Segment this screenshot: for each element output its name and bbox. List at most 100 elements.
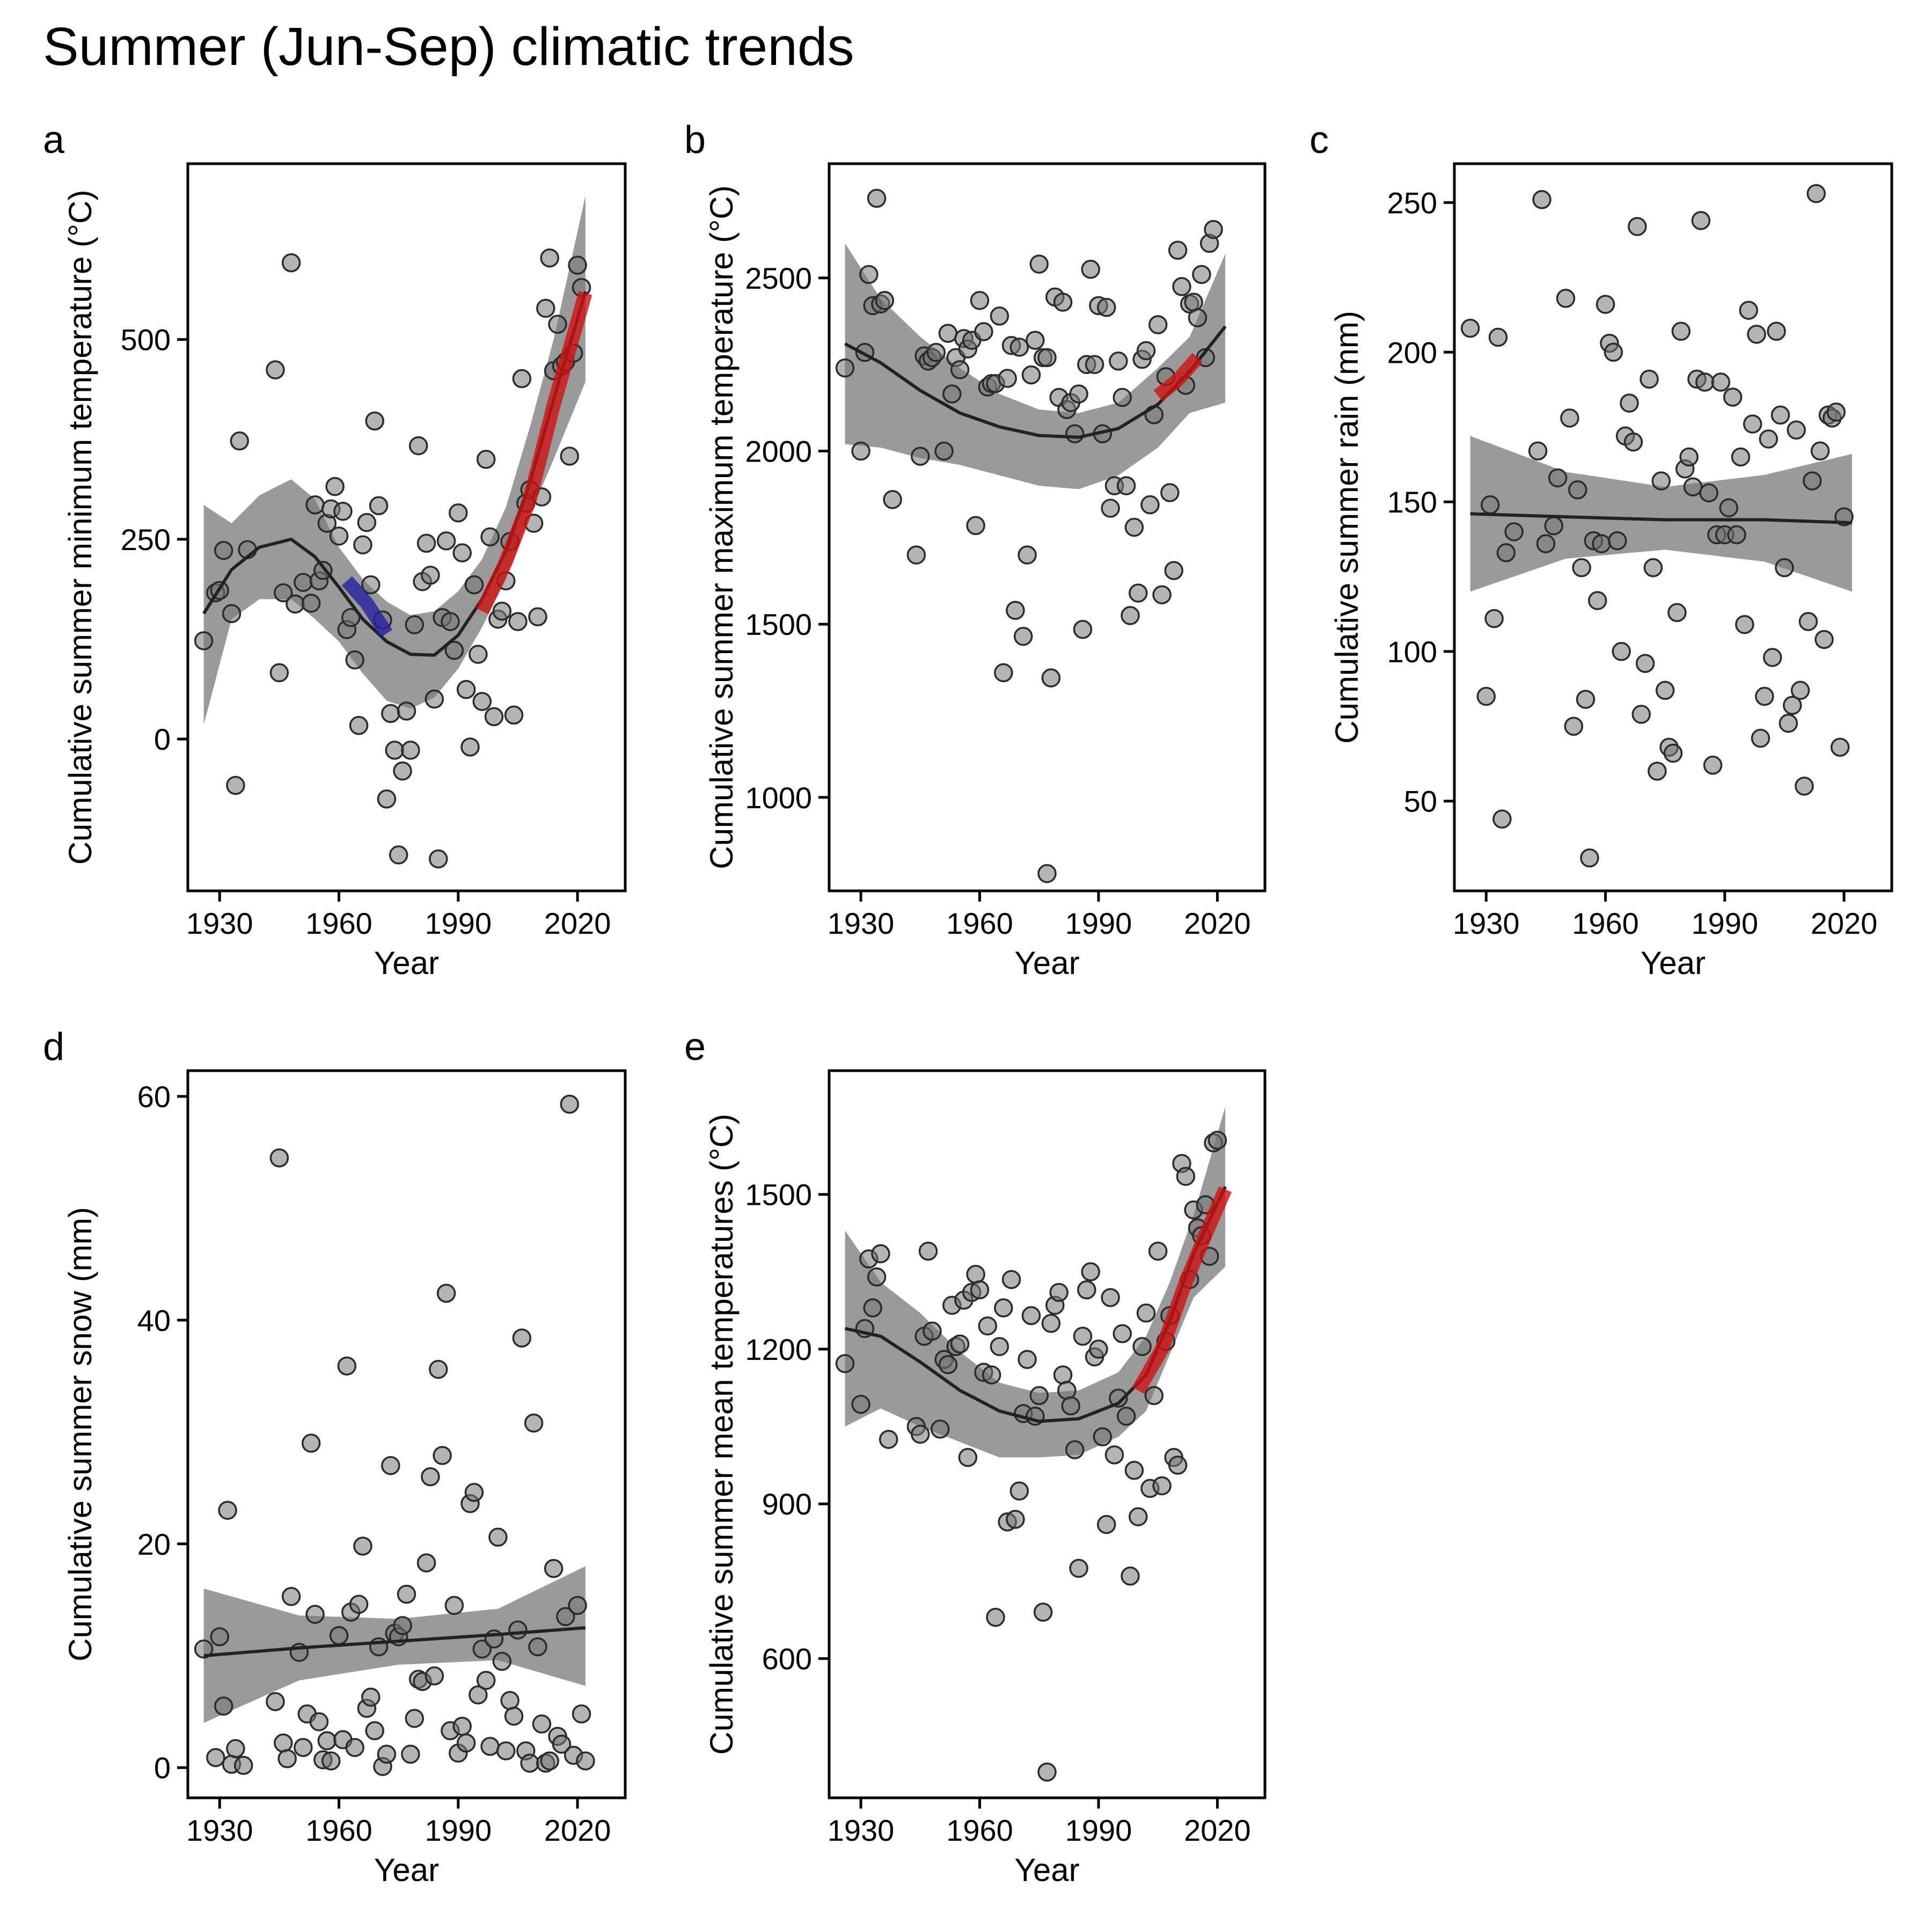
data-point: [994, 663, 1013, 683]
data-point: [1770, 405, 1790, 425]
data-point: [1033, 1602, 1053, 1622]
data-point: [1057, 1381, 1077, 1400]
data-point: [1069, 384, 1088, 404]
data-point: [930, 1419, 950, 1439]
x-axis-label: Year: [1014, 945, 1079, 981]
data-point: [1651, 471, 1671, 491]
data-point: [408, 436, 428, 456]
data-point: [441, 612, 460, 631]
data-point: [950, 360, 970, 379]
data-point: [281, 253, 301, 273]
data-point: [305, 495, 325, 515]
data-point: [233, 1755, 253, 1775]
data-point: [1691, 211, 1711, 230]
panel-letter: c: [1309, 119, 1329, 162]
data-point: [401, 1744, 420, 1764]
data-point: [353, 1536, 372, 1556]
significant-trend-segment: [341, 576, 393, 638]
data-point: [958, 1447, 978, 1467]
data-point: [377, 789, 397, 809]
x-tick-label: 1990: [1692, 906, 1759, 940]
y-tick-label: 50: [1404, 785, 1437, 818]
data-point: [277, 1749, 297, 1768]
data-point: [274, 1733, 293, 1753]
data-point: [1667, 603, 1687, 623]
data-point: [851, 441, 870, 461]
data-point: [1699, 483, 1718, 503]
trend-line: [1470, 512, 1853, 525]
data-point: [982, 1365, 1001, 1385]
data-point: [1775, 558, 1794, 577]
data-point: [286, 594, 305, 614]
data-point: [1623, 432, 1643, 452]
x-tick-label: 2020: [1184, 906, 1251, 940]
data-point: [938, 324, 958, 343]
data-point: [492, 602, 512, 621]
data-point: [496, 1741, 516, 1761]
data-point: [1101, 1288, 1120, 1307]
x-axis-label: Year: [1641, 945, 1706, 981]
data-point: [1192, 265, 1211, 284]
data-point: [449, 503, 468, 523]
data-point: [1480, 495, 1500, 515]
data-point: [1081, 260, 1100, 279]
y-axis-label: Cumulative summer rain (mm): [1329, 311, 1365, 744]
data-point: [859, 265, 879, 284]
data-point: [345, 1738, 364, 1757]
data-point: [998, 369, 1017, 388]
data-point: [464, 575, 484, 595]
data-point: [274, 583, 293, 603]
data-point: [1587, 591, 1607, 610]
data-point: [926, 342, 946, 362]
data-point: [309, 1712, 329, 1731]
data-point: [1747, 325, 1766, 344]
data-point: [867, 188, 887, 208]
data-point: [425, 1666, 444, 1686]
data-point: [1723, 387, 1743, 407]
data-point: [1061, 1396, 1081, 1416]
data-point: [436, 531, 456, 551]
data-point: [1731, 447, 1751, 467]
data-point: [1121, 1567, 1140, 1586]
data-point: [397, 701, 416, 721]
data-point: [1476, 686, 1496, 706]
data-point: [361, 1687, 380, 1707]
x-tick-label: 1990: [425, 906, 492, 940]
data-point: [405, 1709, 425, 1728]
data-point: [1814, 630, 1834, 649]
data-point: [1528, 441, 1548, 461]
data-point: [970, 1280, 990, 1300]
plot-area: [835, 1107, 1232, 1782]
data-point: [942, 384, 962, 404]
panel-c: 1930 1960 1990 2020 50 100 150 200 250 Year Cumula…: [1309, 119, 1893, 981]
data-point: [1762, 648, 1782, 667]
data-point: [325, 477, 345, 496]
data-point: [416, 1553, 436, 1572]
data-point: [871, 1244, 890, 1263]
data-point: [377, 1744, 397, 1764]
data-point: [528, 607, 547, 627]
data-point: [452, 1716, 472, 1736]
x-tick-label: 2020: [1811, 906, 1878, 940]
y-tick-label: 500: [121, 323, 171, 357]
figure-title: Summer (Jun-Sep) climatic trends: [43, 17, 854, 77]
data-point: [1703, 756, 1723, 775]
data-point: [337, 1356, 357, 1376]
data-point: [480, 1737, 500, 1756]
data-point: [1053, 1365, 1073, 1385]
data-point: [1073, 620, 1093, 639]
panel-a: 1930 1960 1990 2020 0 250 500 Year Cumulative su…: [43, 119, 627, 981]
data-point: [226, 1739, 245, 1759]
data-point: [1648, 762, 1667, 781]
data-point: [1136, 341, 1156, 361]
x-tick-label: 1930: [828, 906, 895, 940]
data-point: [1037, 348, 1057, 368]
data-point: [1021, 1306, 1041, 1326]
data-point: [476, 1671, 496, 1690]
panel-letter: b: [684, 119, 706, 162]
data-point: [222, 604, 241, 624]
data-point: [1810, 441, 1830, 461]
data-point: [1109, 352, 1128, 371]
data-point: [1101, 499, 1120, 518]
